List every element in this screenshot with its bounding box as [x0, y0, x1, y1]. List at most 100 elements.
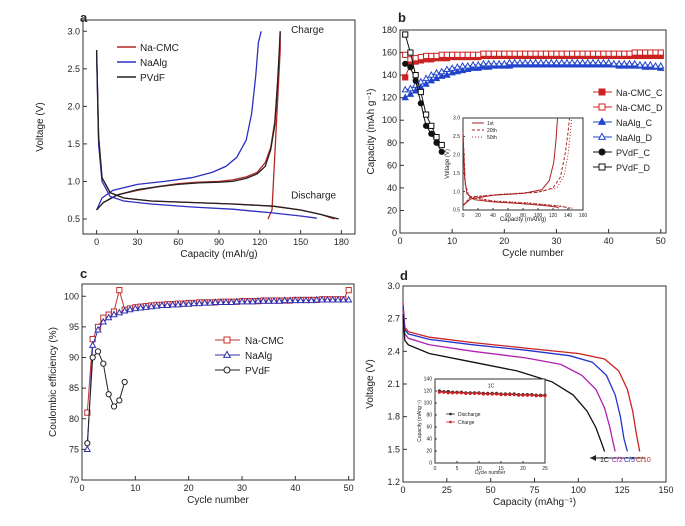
x-tick-label: 0 — [397, 236, 402, 246]
inset-point-charge — [459, 391, 463, 395]
inset-point-charge — [446, 391, 450, 395]
panel-c-axes: 0 10 20 30 40 50 70 75 80 85 90 95 100 Cycle number Co… — [48, 283, 355, 506]
point-na-cmc_d — [454, 51, 461, 58]
point-naalg — [152, 301, 161, 309]
point-naalg — [83, 445, 92, 452]
legend-label-na-cmc_d: Na-CMC_D — [616, 103, 663, 113]
inset-curve-50th — [462, 117, 573, 206]
x-tick-label: 10 — [130, 483, 140, 493]
point-naalg — [211, 298, 220, 305]
y-tick-label: 3.0 — [387, 281, 400, 291]
point-naalg_d — [427, 70, 435, 78]
point-na-cmc_d — [542, 50, 550, 57]
x-tick-label: 50 — [344, 483, 354, 493]
y-tick-label: 2.1 — [387, 379, 400, 389]
point-naalg — [275, 296, 284, 304]
x-tick-label: 50 — [486, 485, 496, 495]
panel-d-series — [402, 302, 641, 452]
y-tick-label: 95 — [69, 322, 79, 332]
x-tick-label: 60 — [173, 237, 183, 247]
point-naalg — [104, 313, 113, 321]
x-tick-label: 15 — [498, 466, 504, 472]
point-naalg_d — [568, 58, 576, 66]
y-tick-label: 75 — [69, 444, 79, 454]
curve-c-5 — [402, 305, 629, 452]
point-naalg_d — [453, 63, 462, 70]
x-tick-label: 0 — [94, 237, 99, 247]
annotation-charge: Charge — [291, 25, 324, 36]
point-naalg_d — [641, 60, 649, 68]
x-tick-label: 20 — [520, 466, 526, 472]
point-naalg — [323, 295, 332, 303]
point-naalg_c — [479, 63, 488, 70]
inset-d-series — [437, 389, 547, 398]
inset-legend-label-1st: 1st — [487, 121, 494, 127]
y-axis-label: Voltage (V) — [35, 102, 46, 151]
point-pvdf — [110, 403, 118, 410]
point-naalg — [163, 301, 172, 309]
x-tick-label: 25 — [542, 466, 548, 472]
point-na-cmc_c — [402, 74, 409, 81]
curve-na-cmc — [96, 31, 281, 220]
x-tick-label: 75 — [529, 485, 539, 495]
y-tick-label: 2.5 — [67, 64, 80, 74]
point-naalg_d — [584, 58, 592, 66]
point-na-cmc_d — [595, 50, 602, 57]
inset-legend-label-charge: Charge — [458, 420, 475, 426]
inset-legend-label-discharge: Discharge — [458, 412, 481, 418]
point-naalg — [115, 308, 124, 316]
point-naalg_d — [573, 58, 582, 66]
point-naalg_d — [417, 77, 425, 85]
y-tick-label: 120 — [382, 93, 397, 103]
point-naalg — [131, 304, 140, 312]
legend-label-na-cmc_c: Na-CMC_C — [616, 88, 663, 98]
x-tick-label: 20 — [499, 236, 509, 246]
point-naalg_d — [636, 60, 644, 68]
point-naalg_d — [516, 58, 524, 66]
point-pvdf_d — [433, 134, 440, 141]
point-naalg_d — [479, 59, 488, 67]
point-naalg — [232, 297, 241, 305]
rate-label-1c: 1C — [600, 457, 609, 464]
x-tick-label: 160 — [579, 213, 588, 219]
x-tick-label: 180 — [334, 237, 349, 247]
curve-1c — [402, 314, 606, 452]
plot-frame — [399, 29, 667, 234]
point-pvdf — [89, 354, 96, 361]
x-tick-label: 0 — [400, 485, 405, 495]
point-naalg — [339, 295, 348, 303]
point-na-cmc_d — [516, 50, 524, 57]
point-naalg_c — [448, 68, 456, 76]
x-tick-label: 40 — [604, 236, 614, 246]
point-naalg_d — [557, 58, 566, 66]
x-axis-label: Cycle number — [475, 470, 506, 476]
point-na-cmc_d — [600, 50, 607, 57]
inset-legend-marker-charge — [449, 420, 452, 424]
inset-legend-marker-discharge — [449, 412, 452, 416]
point-naalg_d — [511, 58, 519, 66]
legend-label-na-cmc: Na-CMC — [140, 43, 179, 54]
y-tick-label: 80 — [69, 414, 79, 424]
point-naalg — [238, 297, 246, 305]
point-naalg_d — [578, 58, 587, 66]
point-na-cmc_d — [615, 50, 623, 57]
point-naalg_c — [427, 76, 435, 84]
point-na-cmc_d — [657, 49, 664, 56]
point-pvdf_d — [412, 72, 419, 79]
point-naalg — [222, 298, 230, 305]
point-naalg_d — [458, 61, 467, 69]
panel-a-series — [95, 31, 339, 220]
point-naalg — [190, 299, 198, 307]
point-naalg_d — [443, 65, 451, 73]
inset-b-axes: 0 20 40 60 80 100 120 140 160 0.5 1.0 1.5 2.0 2.5 3.0 C… — [445, 116, 587, 223]
y-tick-label: 2.0 — [67, 101, 80, 111]
point-naalg — [280, 296, 289, 304]
point-na-cmc — [116, 287, 123, 294]
x-tick-label: 90 — [214, 237, 224, 247]
x-tick-label: 120 — [252, 237, 267, 247]
point-naalg_c — [474, 64, 482, 71]
point-naalg_d — [594, 58, 602, 66]
point-naalg_c — [438, 72, 446, 79]
x-tick-label: 20 — [475, 213, 481, 219]
point-naalg_d — [631, 59, 639, 67]
